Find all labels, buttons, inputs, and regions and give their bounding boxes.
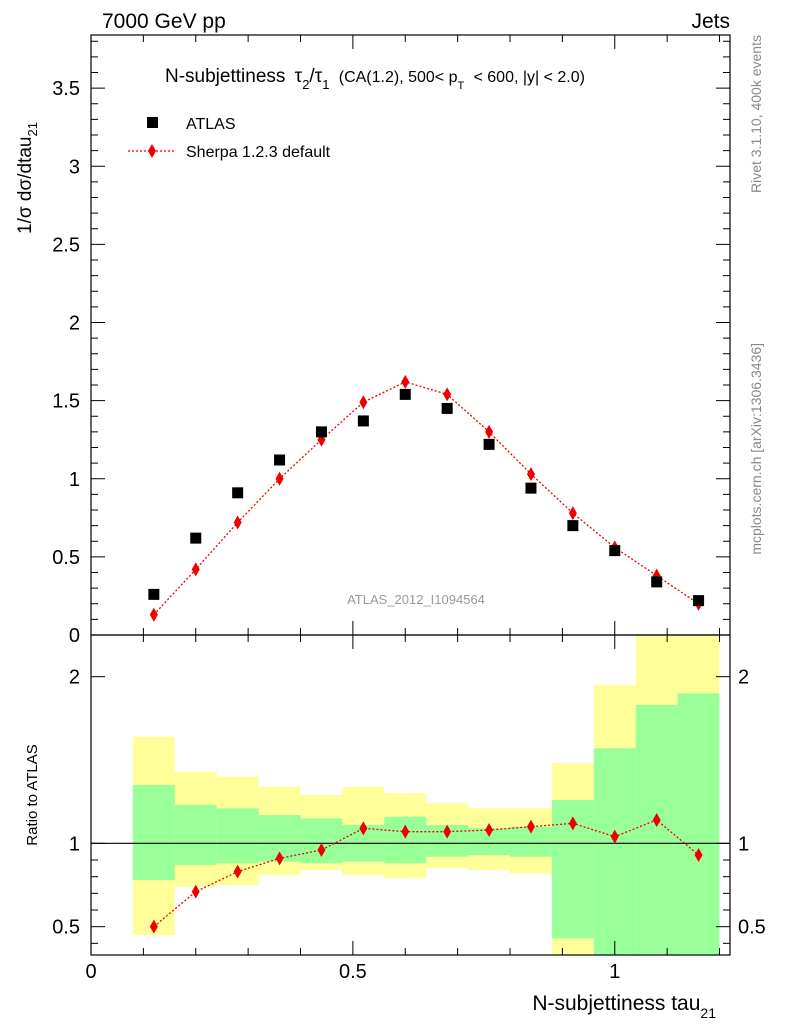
data-point-1 xyxy=(190,532,202,544)
plot-frames xyxy=(90,34,731,956)
mc-point-ratio-10 xyxy=(568,816,577,831)
header-right: Jets xyxy=(691,10,730,33)
data-point-9 xyxy=(525,482,537,494)
y-tick-label-top-1: 0.5 xyxy=(52,547,80,569)
data-point-10 xyxy=(567,520,579,532)
legend-atlas-label: ATLAS xyxy=(186,116,236,133)
band-inner-12 xyxy=(635,705,678,955)
analysis-watermark: ATLAS_2012_I1094564 xyxy=(347,592,485,607)
x-tick-label-0: 0 xyxy=(85,961,96,983)
mc-point-ratio-8 xyxy=(485,823,494,837)
mc-point-ratio-2 xyxy=(233,864,242,879)
y-label-top-sub: 21 xyxy=(25,122,40,136)
x-label-sub: 21 xyxy=(700,1005,716,1021)
band-inner-6 xyxy=(384,816,427,864)
mc-point-top-9 xyxy=(526,467,535,482)
mc-point-top-10 xyxy=(568,506,577,521)
y-tick-label-top-2: 1 xyxy=(69,469,80,491)
mc-point-ratio-11 xyxy=(610,829,619,844)
x-label: N-subjettiness tau21 xyxy=(532,992,716,1021)
title-pt-sub: T xyxy=(457,80,464,92)
mc-point-top-6 xyxy=(401,374,410,389)
mc-point-top-2 xyxy=(233,515,242,530)
y-tick-label-bot-right-2: 2 xyxy=(738,667,749,689)
title-tau2: τ xyxy=(295,66,303,87)
data-point-6 xyxy=(399,388,411,400)
mc-point-ratio-1 xyxy=(191,884,200,899)
bottom-frame xyxy=(90,634,731,956)
title-tau1: τ xyxy=(315,66,323,87)
title-part2: < 600, |y| < 2.0) xyxy=(473,69,585,86)
mc-point-ratio-12 xyxy=(652,813,661,827)
data-point-13 xyxy=(693,595,705,607)
title-main: N-subjettiness xyxy=(165,66,285,87)
y-tick-label-bot-left-0: 0.5 xyxy=(52,917,80,939)
data-point-12 xyxy=(651,576,663,588)
mc-point-ratio-5 xyxy=(359,821,368,836)
mc-series-ratio xyxy=(149,813,703,934)
title-slash: / xyxy=(309,66,315,87)
rivet-label: Rivet 3.1.10, 400k events xyxy=(748,35,764,193)
mc-point-ratio-7 xyxy=(443,824,452,839)
data-point-5 xyxy=(357,415,369,427)
title-tau2-sub: 2 xyxy=(302,77,309,92)
legend-sherpa-label: Sherpa 1.2.3 default xyxy=(186,144,331,161)
band-inner-0 xyxy=(132,785,175,880)
legend-sherpa-marker xyxy=(148,144,156,158)
y-tick-label-bot-left-1: 1 xyxy=(69,833,80,855)
data-point-0 xyxy=(148,588,160,600)
mc-point-ratio-4 xyxy=(317,843,326,857)
data-point-7 xyxy=(441,402,453,414)
mc-line-ratio xyxy=(153,819,699,928)
legend-atlas-marker xyxy=(147,117,158,128)
ratio-bands xyxy=(132,635,720,955)
data-point-4 xyxy=(315,426,327,438)
mc-point-top-5 xyxy=(359,395,368,410)
band-inner-2 xyxy=(216,808,259,864)
y-tick-label-bot-right-0: 0.5 xyxy=(738,917,766,939)
y-label-top-text: 1/σ dσ/dtau xyxy=(15,137,36,234)
plot-title: N-subjettiness τ2/τ1 (CA(1.2), 500< pT <… xyxy=(165,66,585,94)
title-part1: (CA(1.2), 500< p xyxy=(339,69,458,86)
x-tick-label-1: 0.5 xyxy=(339,961,367,983)
y-tick-label-bot-left-2: 2 xyxy=(69,667,80,689)
header-left: 7000 GeV pp xyxy=(102,10,226,33)
mc-point-ratio-13 xyxy=(694,848,703,862)
y-tick-label-top-5: 2.5 xyxy=(52,234,80,256)
y-tick-label-bot-right-1: 1 xyxy=(738,833,749,855)
data-series-top xyxy=(148,388,705,607)
data-point-3 xyxy=(274,454,286,466)
x-tick-label-2: 1 xyxy=(609,961,620,983)
y-tick-label-top-3: 1.5 xyxy=(52,391,80,413)
y-label-bottom: Ratio to ATLAS xyxy=(24,744,41,845)
band-inner-13 xyxy=(677,693,720,955)
y-tick-label-top-7: 3.5 xyxy=(52,78,80,100)
mc-point-ratio-9 xyxy=(526,819,535,834)
mc-point-top-0 xyxy=(149,607,158,622)
mcplots-label: mcplots.cern.ch [arXiv:1306.3436] xyxy=(748,343,764,555)
y-tick-label-top-6: 3 xyxy=(69,156,80,178)
mc-point-ratio-0 xyxy=(149,919,158,934)
band-inner-11 xyxy=(593,748,636,955)
y-tick-label-top-0: 0 xyxy=(69,625,80,647)
data-point-8 xyxy=(483,438,495,450)
mc-point-top-1 xyxy=(191,562,200,577)
data-point-11 xyxy=(609,545,621,557)
data-point-2 xyxy=(232,487,244,499)
mc-point-top-3 xyxy=(275,471,284,486)
mc-point-ratio-3 xyxy=(275,851,284,866)
x-label-text: N-subjettiness tau xyxy=(532,992,700,1015)
mc-point-top-8 xyxy=(485,424,494,439)
axis-ticks: 0 0.5 100.511.522.533.50.5 0.51 12 2 xyxy=(52,35,766,983)
y-tick-label-top-4: 2 xyxy=(69,313,80,335)
title-tau1-sub: 1 xyxy=(322,77,329,92)
band-inner-1 xyxy=(174,805,217,865)
mc-point-top-7 xyxy=(443,387,452,402)
mc-point-ratio-6 xyxy=(401,824,410,839)
y-label-top: 1/σ dσ/dtau21 xyxy=(15,122,40,234)
